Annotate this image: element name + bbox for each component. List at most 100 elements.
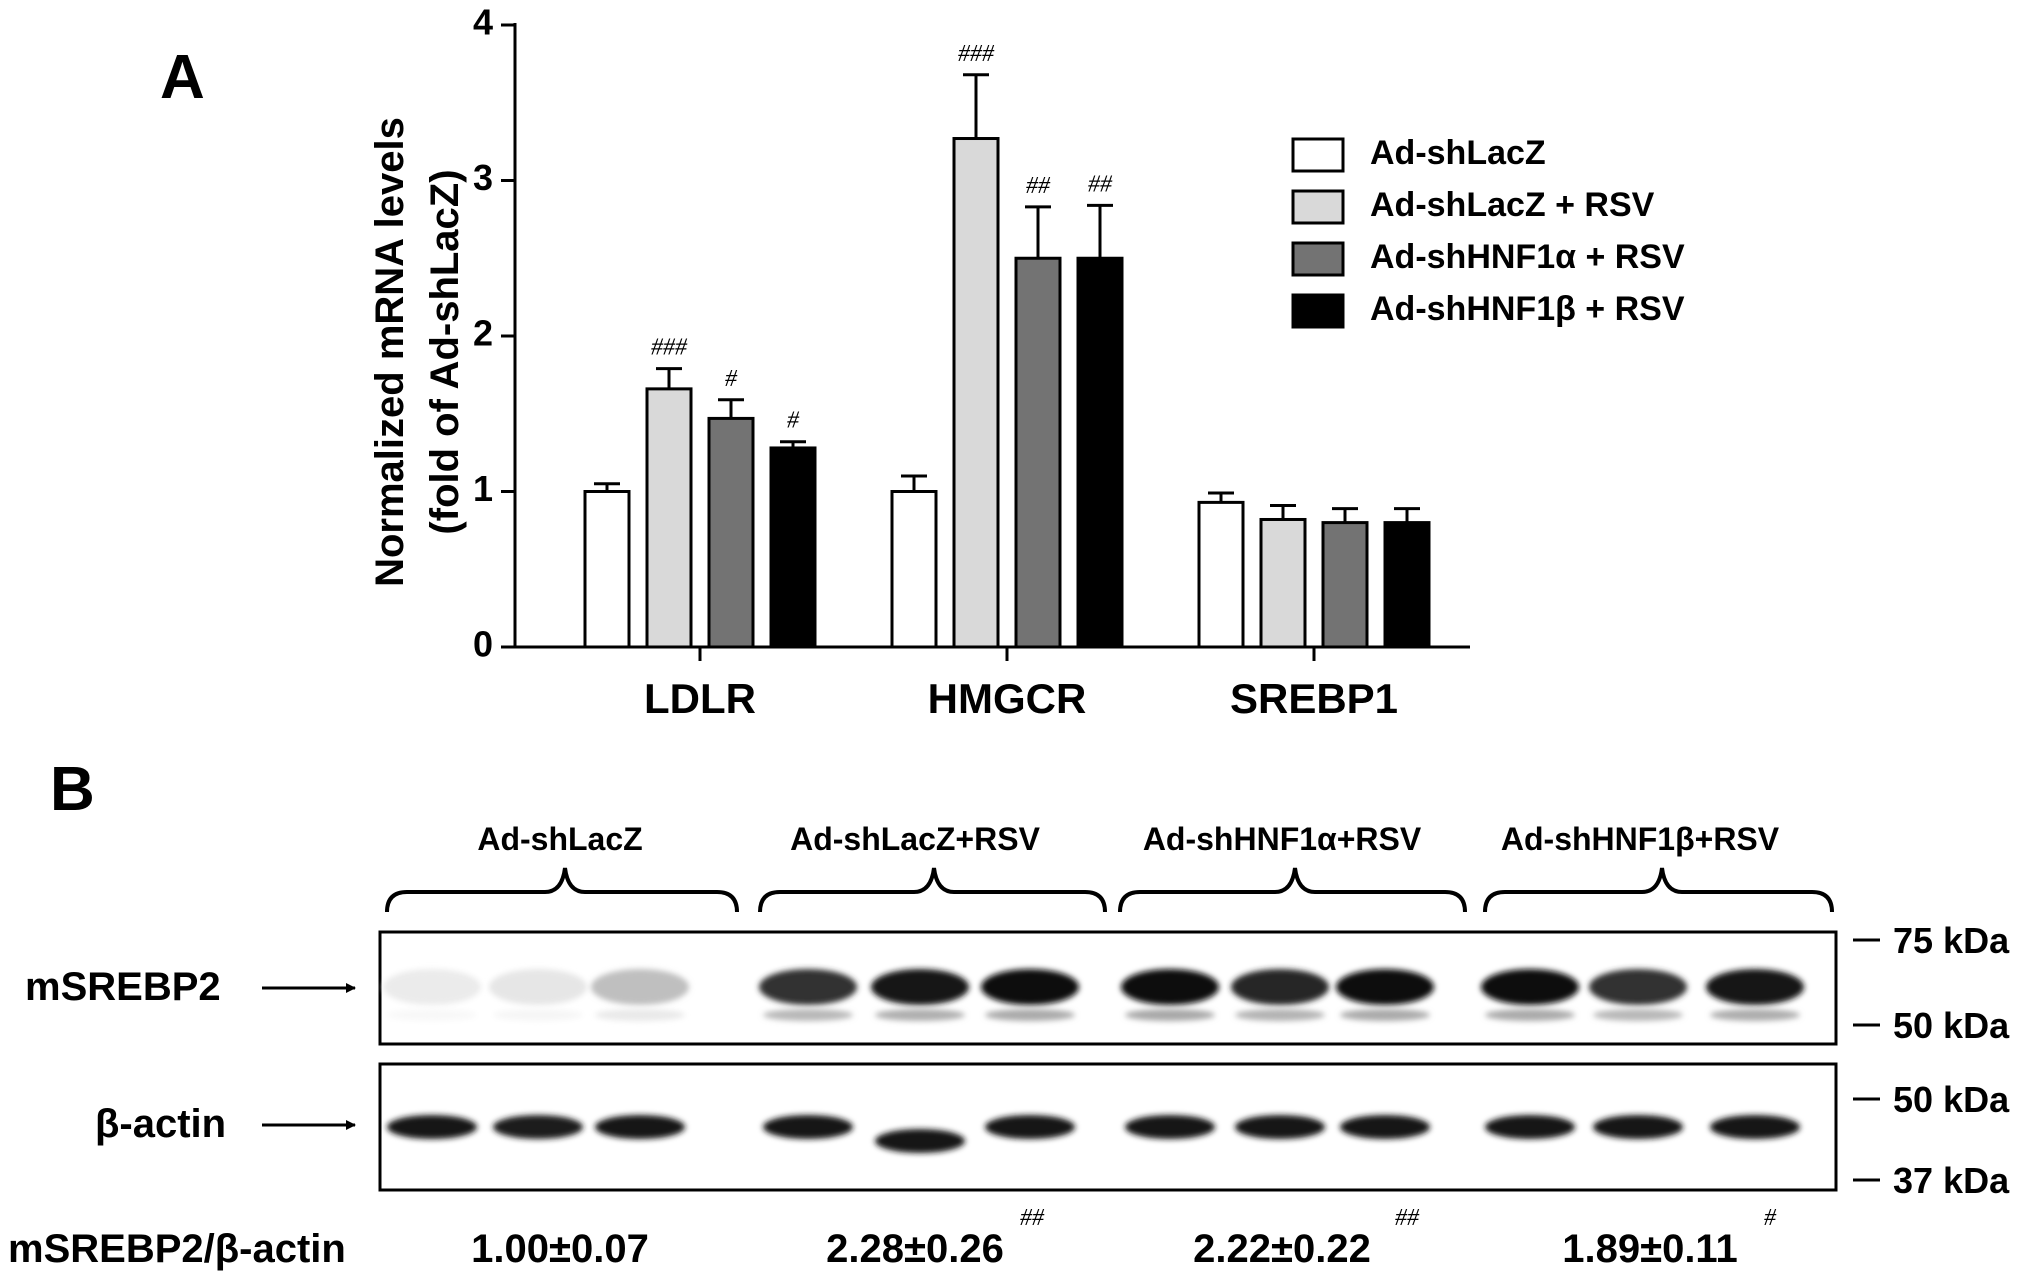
legend-label: Ad-shLacZ — [1370, 134, 1546, 172]
y-tick-labels: 0 1 2 3 4 — [473, 2, 493, 665]
x-category-label: HMGCR — [928, 675, 1087, 722]
blot-band — [1589, 969, 1687, 1005]
ratio-value: 2.28±0.26 — [826, 1227, 1004, 1271]
marker-label: 50 kDa — [1893, 1079, 2010, 1120]
legend: Ad-shLacZ Ad-shLacZ + RSV Ad-shHNF1α + R… — [1291, 134, 1685, 329]
ratio-significance: # — [1764, 1205, 1777, 1231]
blot-band — [1231, 969, 1329, 1005]
ratio-significance: ## — [1020, 1205, 1045, 1231]
blot-band — [1593, 1115, 1683, 1139]
significance-label: # — [725, 366, 738, 392]
bar — [1197, 500, 1245, 649]
ratio-significance: ## — [1395, 1205, 1420, 1231]
blot-group-label: Ad-shLacZ — [477, 821, 642, 857]
x-category-label: LDLR — [644, 675, 756, 722]
blot-band — [489, 969, 587, 1005]
bar — [890, 490, 938, 649]
ratio-row: mSREBP2/β-actin 1.00±0.07 2.28±0.26 ## 2… — [8, 1205, 1777, 1271]
blot-band — [985, 1115, 1075, 1139]
blot-band-lower — [387, 1009, 477, 1021]
blot-band-lower — [1125, 1009, 1215, 1021]
group-brace — [1118, 867, 1467, 913]
blot-band-lower — [875, 1009, 965, 1021]
bar — [1383, 521, 1431, 649]
blot-band — [595, 1115, 685, 1139]
blot-band-lower — [1340, 1009, 1430, 1021]
marker-label: 75 kDa — [1893, 920, 2010, 961]
blot-band — [981, 969, 1079, 1005]
blot-band — [1485, 1115, 1575, 1139]
blot-band-lower — [1710, 1009, 1800, 1021]
legend-swatch — [1291, 293, 1345, 329]
beta-actin-bands — [387, 1115, 1800, 1153]
y-tick-label: 2 — [473, 313, 493, 354]
blot-band — [1481, 969, 1579, 1005]
y-axis-title: Normalized mRNA levels (fold of Ad-shLac… — [368, 117, 467, 587]
blot-group-label: Ad-shLacZ+RSV — [790, 821, 1040, 857]
y-tick-label: 0 — [473, 624, 493, 665]
ratio-value: 1.89±0.11 — [1562, 1227, 1737, 1271]
blot-band-lower — [1485, 1009, 1575, 1021]
ratio-value: 2.22±0.22 — [1193, 1227, 1371, 1271]
blot-band — [875, 1129, 965, 1153]
blot-band — [1340, 1115, 1430, 1139]
bar — [769, 446, 817, 649]
blot-label-beta-actin: β-actin — [95, 1102, 226, 1146]
blot-band — [1125, 1115, 1215, 1139]
significance-label: ### — [958, 41, 995, 67]
significance-label: ### — [651, 335, 688, 361]
panel-b-label: B — [50, 755, 95, 824]
blot-band — [1710, 1115, 1800, 1139]
blot-group-labels: Ad-shLacZ Ad-shLacZ+RSV Ad-shHNF1α+RSV A… — [477, 821, 1779, 857]
bar — [1321, 521, 1369, 649]
bars-layer: ########## ## — [583, 41, 1431, 649]
y-tick-label: 3 — [473, 157, 493, 198]
blot-band-lower — [1593, 1009, 1683, 1021]
legend-label: Ad-shLacZ + RSV — [1370, 186, 1655, 224]
bar — [952, 137, 1000, 649]
blot-band-lower — [595, 1009, 685, 1021]
group-brace — [1483, 867, 1834, 913]
significance-label: ## — [1026, 173, 1051, 199]
y-axis-title-line1: Normalized mRNA levels — [368, 117, 412, 587]
blot-band — [387, 1115, 477, 1139]
group-brace — [385, 867, 739, 913]
bar — [583, 490, 631, 649]
x-category-label: SREBP1 — [1230, 675, 1398, 722]
axes-layer — [501, 23, 1470, 661]
legend-label: Ad-shHNF1β + RSV — [1370, 290, 1685, 328]
legend-swatch — [1291, 241, 1345, 277]
significance-label: ## — [1088, 171, 1113, 197]
msrebp2-bands — [383, 969, 1804, 1021]
marker-label: 37 kDa — [1893, 1160, 2010, 1201]
panel-a-label: A — [160, 43, 205, 112]
group-brace — [758, 867, 1107, 913]
blot-band — [1235, 1115, 1325, 1139]
bar — [707, 416, 755, 649]
bar — [1014, 256, 1062, 649]
ratio-label: mSREBP2/β-actin — [8, 1227, 346, 1271]
blot-band — [1121, 969, 1219, 1005]
bar — [1076, 256, 1124, 649]
blot-band-lower — [763, 1009, 853, 1021]
y-axis-title-line2: (fold of Ad-shLacZ) — [423, 169, 467, 534]
blot-band — [1336, 969, 1434, 1005]
blot-band — [763, 1115, 853, 1139]
legend-label: Ad-shHNF1α + RSV — [1370, 238, 1685, 276]
bar — [645, 387, 693, 649]
blot-label-msrebp2: mSREBP2 — [25, 965, 221, 1009]
molecular-weight-markers: 75 kDa 50 kDa 50 kDa 37 kDa — [1853, 920, 2010, 1201]
x-category-labels: LDLR HMGCR SREBP1 — [644, 675, 1398, 722]
y-tick-label: 4 — [473, 2, 493, 43]
ratio-value: 1.00±0.07 — [471, 1227, 649, 1271]
blot-band-lower — [985, 1009, 1075, 1021]
blot-group-label: Ad-shHNF1β+RSV — [1501, 821, 1780, 857]
blot-band — [1706, 969, 1804, 1005]
legend-swatch — [1291, 137, 1345, 173]
blot-band — [493, 1115, 583, 1139]
marker-label: 50 kDa — [1893, 1005, 2010, 1046]
significance-label: # — [787, 408, 800, 434]
blot-band — [383, 969, 481, 1005]
blot-band — [871, 969, 969, 1005]
